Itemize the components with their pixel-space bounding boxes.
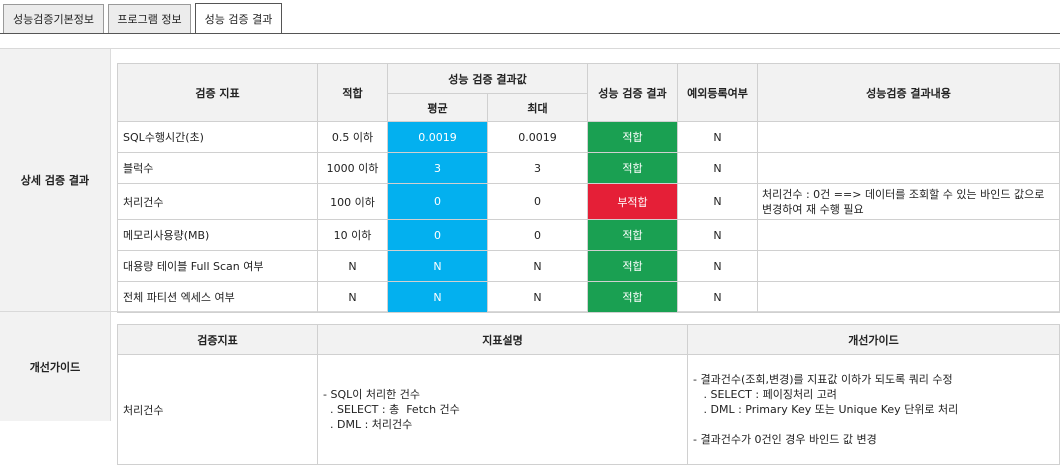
detail-result-table: 검증 지표 적합 성능 검증 결과값 성능 검증 결과 예외등록여부 성능검증 … [117, 63, 1060, 313]
cell-max: 0.0019 [488, 122, 588, 153]
cell-metric: 전체 파티션 엑세스 여부 [118, 282, 318, 313]
cell-avg: 3 [388, 153, 488, 184]
cell-fit: 10 이하 [318, 220, 388, 251]
cell-max: N [488, 282, 588, 313]
tab-program-info[interactable]: 프로그램 정보 [108, 4, 191, 33]
cell-avg: N [388, 251, 488, 282]
section-label-guide: 개선가이드 [0, 312, 111, 421]
cell-content [758, 282, 1060, 313]
cell-avg: N [388, 282, 488, 313]
tab-underline [0, 33, 1060, 34]
cell-result: 적합 [588, 122, 678, 153]
guide-header-metric: 검증지표 [118, 325, 318, 355]
cell-max: 3 [488, 153, 588, 184]
cell-metric: 블럭수 [118, 153, 318, 184]
cell-metric: 메모리사용량(MB) [118, 220, 318, 251]
cell-exception: N [678, 220, 758, 251]
cell-exception: N [678, 251, 758, 282]
improvement-guide-table: 검증지표 지표설명 개선가이드 처리건수 - SQL이 처리한 건수 . SEL… [117, 324, 1060, 465]
cell-result: 적합 [588, 220, 678, 251]
guide-cell-desc: - SQL이 처리한 건수 . SELECT : 총 Fetch 건수 . DM… [318, 355, 688, 465]
tab-basic-info[interactable]: 성능검증기본정보 [3, 4, 104, 33]
cell-content [758, 153, 1060, 184]
cell-exception: N [678, 122, 758, 153]
cell-fit: 0.5 이하 [318, 122, 388, 153]
cell-avg: 0 [388, 220, 488, 251]
guide-header-guide: 개선가이드 [688, 325, 1060, 355]
cell-content [758, 220, 1060, 251]
header-fit: 적합 [318, 64, 388, 122]
cell-fit: N [318, 282, 388, 313]
header-result: 성능 검증 결과 [588, 64, 678, 122]
cell-result: 적합 [588, 251, 678, 282]
header-content: 성능검증 결과내용 [758, 64, 1060, 122]
cell-exception: N [678, 282, 758, 313]
cell-max: 0 [488, 220, 588, 251]
cell-content: 처리건수 : 0건 ==> 데이터를 조회할 수 있는 바인드 값으로 변경하여… [758, 184, 1060, 220]
table-row: SQL수행시간(초) 0.5 이하 0.0019 0.0019 적합 N [118, 122, 1060, 153]
cell-max: N [488, 251, 588, 282]
cell-result: 적합 [588, 282, 678, 313]
header-metric: 검증 지표 [118, 64, 318, 122]
cell-metric: SQL수행시간(초) [118, 122, 318, 153]
table-row: 전체 파티션 엑세스 여부 N N N 적합 N [118, 282, 1060, 313]
cell-avg: 0 [388, 184, 488, 220]
cell-result: 부적합 [588, 184, 678, 220]
table-row: 대용량 테이블 Full Scan 여부 N N N 적합 N [118, 251, 1060, 282]
guide-cell-guide: - 결과건수(조회,변경)를 지표값 이하가 되도록 쿼리 수정 . SELEC… [688, 355, 1060, 465]
guide-cell-metric: 처리건수 [118, 355, 318, 465]
header-exception: 예외등록여부 [678, 64, 758, 122]
guide-header-desc: 지표설명 [318, 325, 688, 355]
table-row: 처리건수 - SQL이 처리한 건수 . SELECT : 총 Fetch 건수… [118, 355, 1060, 465]
tab-performance-result[interactable]: 성능 검증 결과 [195, 3, 282, 34]
cell-metric: 대용량 테이블 Full Scan 여부 [118, 251, 318, 282]
cell-content [758, 251, 1060, 282]
header-avg: 평균 [388, 94, 488, 122]
cell-result: 적합 [588, 153, 678, 184]
cell-avg: 0.0019 [388, 122, 488, 153]
cell-fit: N [318, 251, 388, 282]
table-row: 처리건수 100 이하 0 0 부적합 N 처리건수 : 0건 ==> 데이터를… [118, 184, 1060, 220]
cell-exception: N [678, 184, 758, 220]
table-row: 메모리사용량(MB) 10 이하 0 0 적합 N [118, 220, 1060, 251]
header-max: 최대 [488, 94, 588, 122]
cell-content [758, 122, 1060, 153]
tab-bar: 성능검증기본정보 프로그램 정보 성능 검증 결과 [0, 0, 1060, 36]
cell-fit: 1000 이하 [318, 153, 388, 184]
cell-max: 0 [488, 184, 588, 220]
cell-exception: N [678, 153, 758, 184]
table-row: 블럭수 1000 이하 3 3 적합 N [118, 153, 1060, 184]
section-label-detail: 상세 검증 결과 [0, 49, 111, 311]
header-result-value: 성능 검증 결과값 [388, 64, 588, 94]
top-divider [0, 48, 1060, 49]
cell-metric: 처리건수 [118, 184, 318, 220]
cell-fit: 100 이하 [318, 184, 388, 220]
